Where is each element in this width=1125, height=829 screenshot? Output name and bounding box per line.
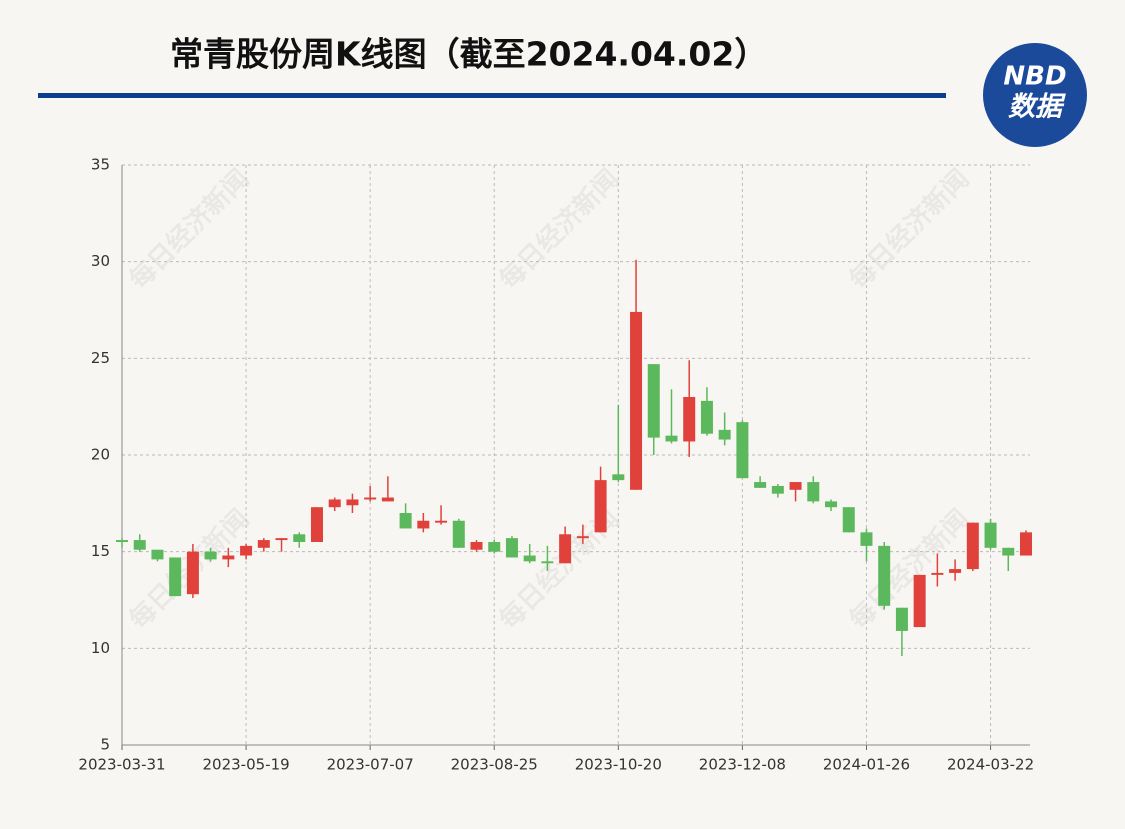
candle-body <box>647 364 660 438</box>
y-tick-label: 10 <box>91 639 110 657</box>
candle-body <box>789 482 802 490</box>
candle-body <box>860 532 873 546</box>
candle-body <box>576 536 589 539</box>
watermark: 每日经济新闻 <box>493 163 625 295</box>
y-tick-label: 5 <box>100 736 110 754</box>
candle-body <box>807 482 820 502</box>
x-tick-label: 2023-10-20 <box>575 756 662 774</box>
candle-body <box>505 538 518 558</box>
candle-body <box>204 551 217 560</box>
candle-body <box>452 520 465 548</box>
candle-body <box>630 311 643 490</box>
candle-body <box>825 501 838 508</box>
candle-body <box>222 555 235 560</box>
candle-body <box>381 497 394 502</box>
candle-body <box>417 520 430 529</box>
x-tick-label: 2023-05-19 <box>202 756 289 774</box>
candle-body <box>186 551 199 595</box>
candle-body <box>399 513 412 529</box>
candle-body <box>771 485 784 494</box>
candle-body <box>984 522 997 548</box>
candle-body <box>718 429 731 440</box>
candle-body <box>612 474 625 481</box>
candle-body <box>754 482 767 488</box>
candle-body <box>541 561 554 564</box>
candle-body <box>310 507 323 542</box>
candle-body <box>1020 532 1032 556</box>
candle-body <box>293 534 306 542</box>
y-tick-label: 15 <box>91 542 110 560</box>
candle-body <box>169 557 182 597</box>
candle-body <box>878 545 891 606</box>
candle-body <box>257 540 270 548</box>
candle-body <box>488 542 501 552</box>
candle-body <box>116 540 128 542</box>
candle-body <box>275 538 288 541</box>
candle-body <box>435 520 448 523</box>
candle-body <box>842 507 855 533</box>
y-tick-label: 20 <box>91 446 110 464</box>
candle-body <box>913 574 926 628</box>
watermark: 每日经济新闻 <box>843 163 975 295</box>
candle-body <box>949 569 962 573</box>
candle-body <box>683 397 696 442</box>
x-tick-label: 2023-08-25 <box>451 756 538 774</box>
x-tick-label: 2024-03-22 <box>947 756 1034 774</box>
y-tick-label: 30 <box>91 252 110 270</box>
candle-body <box>559 534 572 564</box>
x-tick-label: 2023-07-07 <box>327 756 414 774</box>
x-tick-label: 2023-12-08 <box>699 756 786 774</box>
candle-body <box>966 522 979 570</box>
candle-body <box>364 497 377 500</box>
candle-body <box>346 499 359 506</box>
candle-body <box>328 499 341 508</box>
candle-body <box>736 422 749 479</box>
candle-body <box>240 545 253 556</box>
logo <box>983 43 1087 147</box>
chart-title: 常青股份周K线图（截至2024.04.02） <box>170 35 767 74</box>
candle-body <box>1002 547 1015 556</box>
candle-body <box>931 572 944 575</box>
title-rule <box>38 93 946 98</box>
x-tick-label: 2023-03-31 <box>78 756 165 774</box>
candle-body <box>665 435 678 442</box>
watermark: 每日经济新闻 <box>123 163 255 295</box>
candle-body <box>151 549 164 560</box>
candle-body <box>523 555 536 562</box>
candle-body <box>470 542 483 550</box>
logo-text: NBD <box>1003 62 1066 92</box>
candle-body <box>895 607 908 631</box>
candle-body <box>700 400 713 434</box>
x-tick-label: 2024-01-26 <box>823 756 910 774</box>
candle-body <box>594 480 607 533</box>
logo-subtext: 数据 <box>1008 92 1066 123</box>
candle-body <box>133 540 146 550</box>
y-tick-label: 35 <box>91 156 110 174</box>
y-tick-label: 25 <box>91 349 110 367</box>
